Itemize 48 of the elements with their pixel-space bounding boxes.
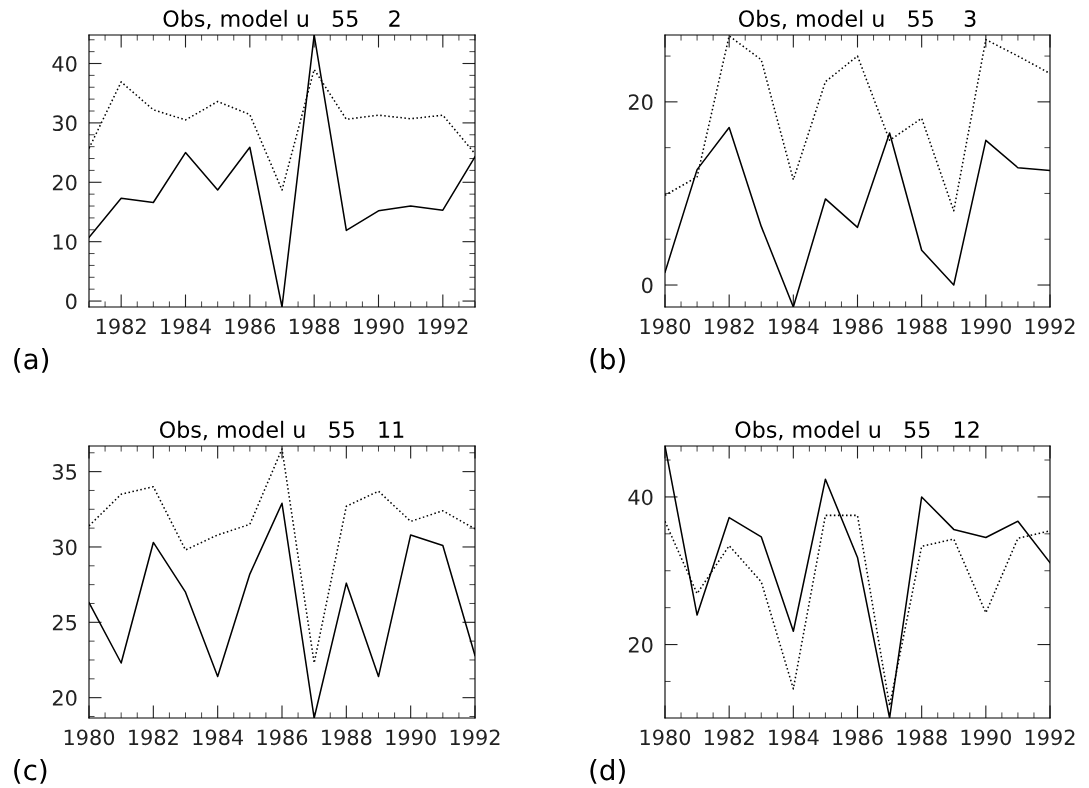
x-tick-label: 1984 — [769, 318, 819, 335]
y-tick-label: 20 — [628, 637, 653, 653]
y-tick-label: 20 — [52, 174, 77, 191]
x-tick-label: 1986 — [833, 729, 883, 746]
x-tick-label: 1988 — [322, 729, 372, 746]
x-tick-label: 1980 — [640, 318, 691, 335]
y-tick-label: 0 — [66, 293, 77, 310]
x-tick-label: 1992 — [1025, 318, 1075, 335]
text: (c) — [14, 758, 47, 784]
x-tick-label: 1984 — [161, 318, 211, 335]
text: (b) — [590, 347, 625, 373]
x-tick-label: 1984 — [769, 729, 819, 746]
text: (d) — [590, 758, 625, 784]
y-tick-label: 25 — [52, 614, 77, 631]
x-tick-label: 1986 — [833, 318, 883, 335]
x-tick-label: 1992 — [450, 729, 500, 746]
chart-title: Obs, model u 55 2 — [163, 9, 400, 30]
x-tick-label: 1990 — [386, 729, 436, 746]
chart-title: Obs, model u 55 11 — [159, 420, 404, 441]
y-tick-label: 20 — [52, 690, 77, 706]
x-tick-label: 1988 — [897, 729, 947, 746]
x-tick-label: 1990 — [961, 318, 1011, 335]
x-tick-label: 1990 — [354, 318, 404, 335]
x-tick-label: 1982 — [704, 729, 754, 746]
x-tick-label: 1988 — [897, 318, 947, 335]
x-tick-label: 1986 — [257, 729, 308, 746]
y-tick-label: 30 — [52, 115, 77, 132]
x-tick-label: 1992 — [1025, 729, 1075, 746]
y-tick-label: 0 — [642, 277, 653, 294]
y-tick-label: 40 — [628, 489, 653, 506]
x-tick-label: 1992 — [418, 318, 468, 335]
chart-title: Obs, model u 55 12 — [735, 420, 979, 441]
x-tick-label: 1982 — [129, 729, 178, 746]
y-tick-label: 30 — [52, 539, 77, 556]
y-tick-label: 10 — [53, 234, 77, 250]
x-tick-label: 1982 — [96, 318, 146, 335]
x-tick-label: 1986 — [225, 318, 276, 335]
x-tick-label: 1982 — [704, 318, 754, 335]
y-tick-label: 35 — [52, 464, 77, 480]
y-tick-label: 40 — [52, 55, 77, 72]
text: (a) — [14, 347, 49, 373]
x-tick-label: 1980 — [64, 729, 115, 746]
y-tick-label: 20 — [628, 94, 653, 111]
x-tick-label: 1990 — [961, 729, 1011, 746]
x-tick-label: 1984 — [193, 729, 244, 746]
x-tick-label: 1988 — [289, 318, 340, 335]
chart-title: Obs, model u 55 3 — [739, 9, 976, 30]
x-tick-label: 1980 — [640, 729, 691, 746]
